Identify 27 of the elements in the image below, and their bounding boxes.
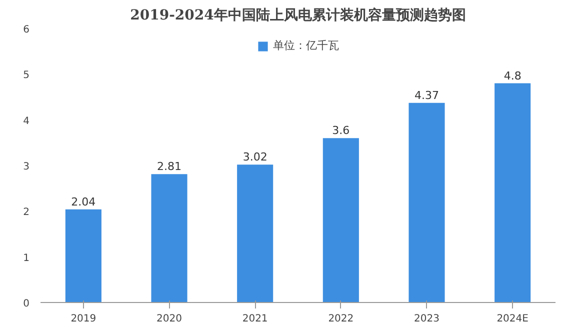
- data-label: 2.81: [157, 160, 182, 174]
- y-tick-label: 0: [23, 298, 30, 310]
- data-label: 3.02: [242, 150, 268, 164]
- y-tick-label: 4: [23, 116, 30, 127]
- bar: [151, 174, 188, 302]
- y-tick-label: 3: [23, 162, 30, 172]
- y-tick-label: 5: [23, 70, 30, 82]
- bar: [237, 164, 274, 302]
- data-label: 4.8: [504, 69, 522, 82]
- bar: [408, 102, 445, 302]
- chart-title: 2019-2024年中国陆上风电累计装机容量预测趋势图: [130, 6, 466, 24]
- y-tick-label: 6: [23, 24, 30, 36]
- x-tick-label: 2023: [414, 314, 440, 324]
- x-tick-label: 2019: [70, 314, 96, 324]
- data-label: 2.04: [71, 195, 96, 208]
- x-tick-label: 2020: [156, 314, 182, 324]
- data-label: 3.6: [332, 124, 350, 138]
- data-label: 4.37: [414, 88, 440, 102]
- bar: [322, 138, 359, 302]
- x-tick-label: 2022: [328, 314, 354, 324]
- x-tick-label: 2021: [242, 314, 268, 324]
- y-tick-label: 1: [23, 252, 30, 264]
- x-tick-label: 2024E: [496, 314, 528, 324]
- bar: [65, 209, 102, 302]
- legend-label: 单位：亿千瓦: [273, 38, 339, 53]
- bar: [494, 83, 531, 302]
- y-tick-label: 2: [23, 207, 30, 218]
